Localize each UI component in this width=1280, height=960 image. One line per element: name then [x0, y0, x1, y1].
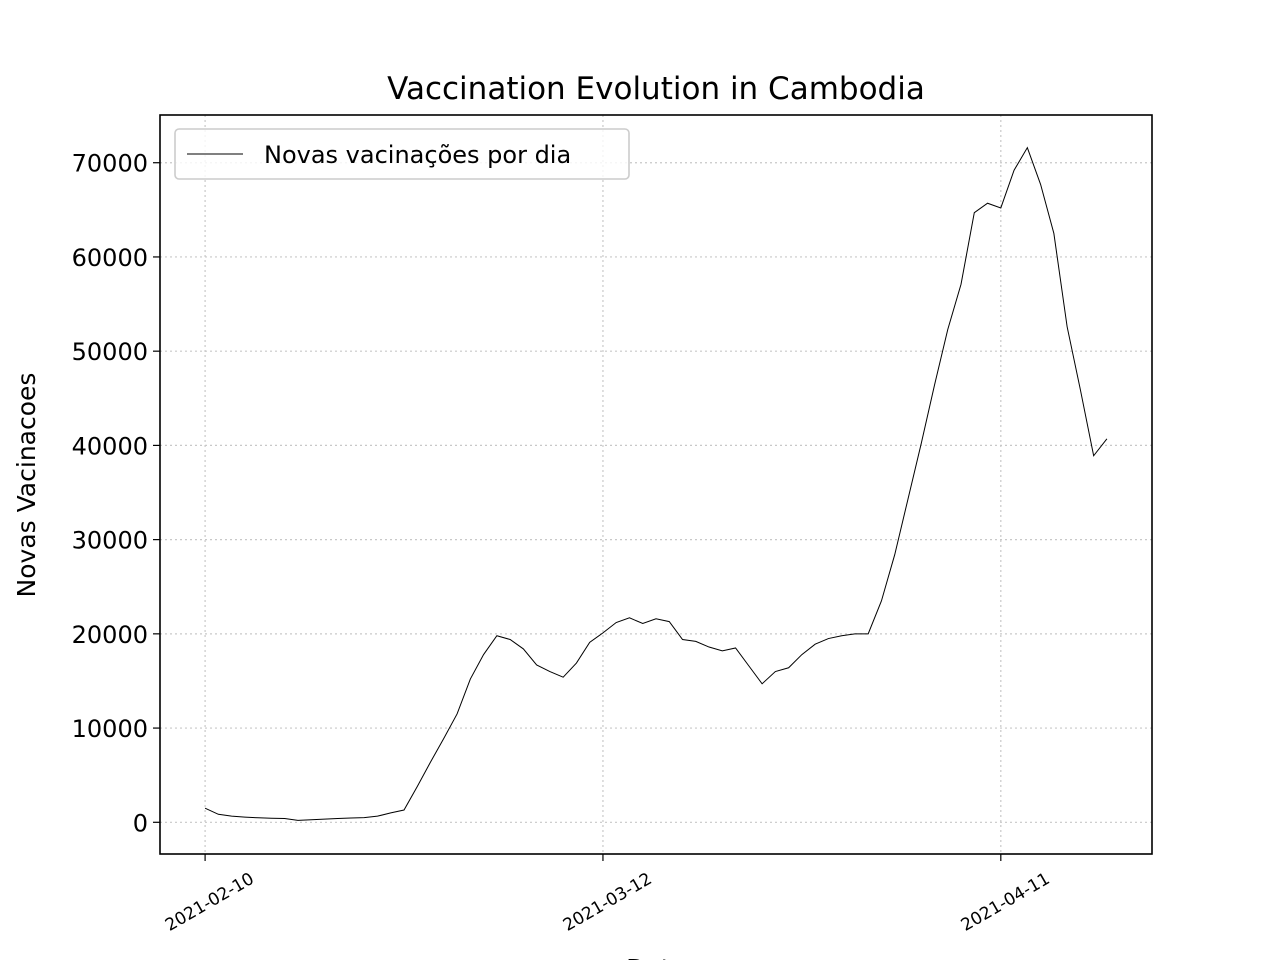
legend-box: [174, 128, 630, 180]
y-tick-label: 40000: [72, 432, 148, 460]
y-tick-label: 50000: [72, 338, 148, 366]
y-tick-label: 10000: [72, 715, 148, 743]
y-axis-label: Novas Vacinacoes: [12, 373, 41, 598]
y-tick-label: 60000: [72, 244, 148, 272]
x-axis-label: Data: [626, 954, 686, 960]
y-tick-label: 30000: [72, 527, 148, 555]
y-tick-label: 70000: [72, 150, 148, 178]
plot-frame: [159, 114, 1153, 855]
data-line: [204, 146, 1108, 821]
chart-title: Vaccination Evolution in Cambodia: [387, 71, 925, 107]
legend-label: Novas vacinações por dia: [264, 141, 571, 169]
y-tick-label: 0: [133, 809, 148, 837]
y-tick-label: 20000: [72, 621, 148, 649]
